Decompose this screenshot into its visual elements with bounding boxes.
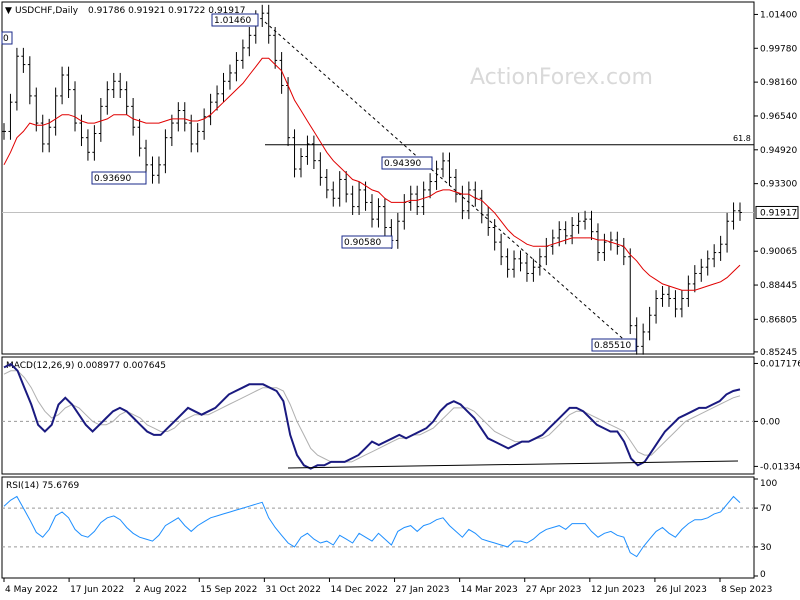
x-axis: 4 May 2022 17 Jun 2022 2 Aug 2022 15 Sep 20…: [3, 578, 772, 595]
x-tick: 27 Apr 2023: [526, 585, 582, 595]
macd-panel-frame: [1, 356, 755, 475]
sma-line: [3, 57, 741, 291]
x-tick: 8 Sep 2023: [721, 585, 772, 595]
last-price-text: 0.91917: [760, 208, 797, 218]
price-y-tick: 1.01400: [760, 10, 797, 20]
svg-text:0.94390: 0.94390: [384, 159, 421, 169]
price-panel-frame: [1, 1, 755, 355]
price-y-tick: 0.99780: [760, 44, 797, 54]
label-left-edge: 0: [1, 31, 13, 45]
rsi-y-tick: 30: [760, 543, 772, 553]
label-0.93690: 0.93690: [91, 171, 147, 185]
rsi-y-axis: 100 70 30 0: [754, 478, 777, 580]
label-0.90580: 0.90580: [341, 235, 393, 249]
rsi-y-tick: 0: [760, 570, 766, 580]
price-y-tick: 0.90065: [760, 247, 797, 257]
macd-y-tick: 0.017176: [760, 359, 800, 369]
header-ohlc: 0.91786 0.91921 0.91722 0.91917: [88, 6, 245, 16]
label-0.94390: 0.94390: [381, 156, 433, 170]
rsi-title: RSI(14) 75.6769: [6, 481, 79, 491]
rsi-y-tick: 100: [760, 479, 777, 489]
watermark: ActionForex.com: [470, 65, 653, 90]
x-tick: 26 Jul 2023: [656, 585, 707, 595]
x-tick: 17 Jun 2022: [70, 585, 124, 595]
rsi-line: [3, 495, 741, 558]
fib-label: 61.8: [733, 134, 751, 143]
price-y-tick: 0.88445: [760, 281, 797, 291]
svg-text:0: 0: [3, 34, 9, 44]
header-symbol: USDCHF,Daily: [15, 6, 79, 16]
price-y-tick: 0.96540: [760, 112, 797, 122]
price-y-tick: 0.85245: [760, 348, 797, 358]
svg-text:1.01460: 1.01460: [214, 16, 251, 26]
macd-y-tick: 0.00: [760, 417, 780, 427]
x-tick: 15 Sep 2022: [200, 585, 257, 595]
price-y-tick: 0.93300: [760, 180, 797, 190]
macd-title: MACD(12,26,9) 0.008977 0.007645: [6, 361, 166, 371]
x-tick: 27 Jan 2023: [396, 585, 450, 595]
macd-divergence-line: [287, 460, 739, 469]
last-price-box: 0.91917: [755, 205, 799, 219]
macd-y-axis: 0.017176 0.00 -0.01334: [754, 359, 800, 472]
rsi-levels: [2, 507, 754, 548]
svg-text:0.85510: 0.85510: [594, 341, 631, 351]
svg-text:0.90580: 0.90580: [344, 238, 381, 248]
price-y-tick: 0.94920: [760, 146, 797, 156]
rsi-panel-frame: [1, 476, 755, 579]
x-tick: 12 Jun 2023: [591, 585, 645, 595]
label-0.85510: 0.85510: [591, 338, 637, 352]
rsi-y-tick: 70: [760, 504, 772, 514]
label-high-1.01460: 1.01460: [211, 13, 259, 27]
price-bars: [2, 4, 742, 355]
price-y-axis: 1.01400 0.99780 0.98160 0.96540 0.94920 0.933…: [754, 10, 797, 358]
price-y-tick: 0.86805: [760, 315, 797, 325]
x-tick: 31 Oct 2022: [265, 585, 321, 595]
macd-main-line: [3, 362, 741, 470]
header-arrow-icon: ▼: [5, 6, 12, 16]
x-tick: 2 Aug 2022: [135, 585, 187, 595]
x-tick: 14 Mar 2023: [461, 585, 518, 595]
price-y-tick: 0.98160: [760, 78, 797, 88]
x-tick: 4 May 2022: [5, 585, 58, 595]
macd-y-tick: -0.01334: [760, 462, 800, 472]
svg-text:0.93690: 0.93690: [94, 174, 131, 184]
x-tick: 14 Dec 2022: [330, 585, 388, 595]
